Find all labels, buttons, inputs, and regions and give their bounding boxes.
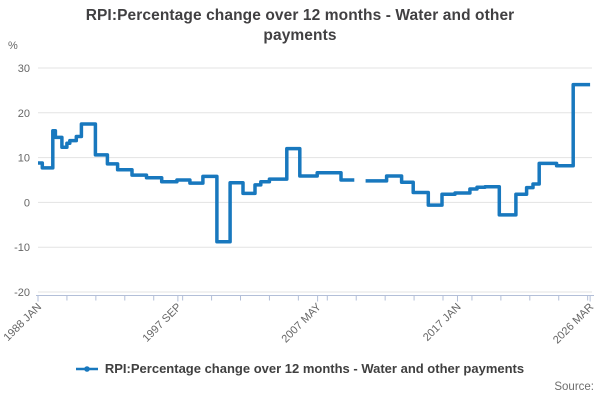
chart-title: RPI:Percentage change over 12 months - W… — [85, 7, 515, 45]
x-axis-tick-label: 2017 JAN — [421, 301, 464, 344]
x-axis-tick-label: 2026 MAR — [551, 301, 596, 346]
y-axis-tick-label: 10 — [18, 153, 30, 165]
x-axis-tick-label: 2007 MAY — [279, 301, 324, 346]
y-axis-tick-label: -10 — [14, 242, 30, 254]
y-axis-tick-label: 20 — [18, 108, 30, 120]
x-axis-tick-label: 1997 SEP — [140, 301, 184, 345]
y-axis-unit-label: % — [8, 40, 18, 52]
y-axis-tick-label: 0 — [24, 197, 30, 209]
source-label: Source: — [554, 381, 594, 393]
legend-series-label: RPI:Percentage change over 12 months - W… — [104, 361, 525, 376]
legend: RPI:Percentage change over 12 months - W… — [0, 361, 600, 376]
chart-canvas: 30 20 10 0 -10 -20 1988 JAN 1997 SEP 2007 MAY 201… — [1, 63, 596, 346]
x-axis-tick-label: 1988 JAN — [1, 301, 44, 344]
data-line — [365, 82, 591, 217]
y-axis-tick-label: 30 — [18, 63, 30, 75]
y-axis-tick-label: -20 — [14, 287, 30, 299]
legend-line-marker-icon — [75, 365, 98, 372]
data-line — [38, 122, 355, 244]
